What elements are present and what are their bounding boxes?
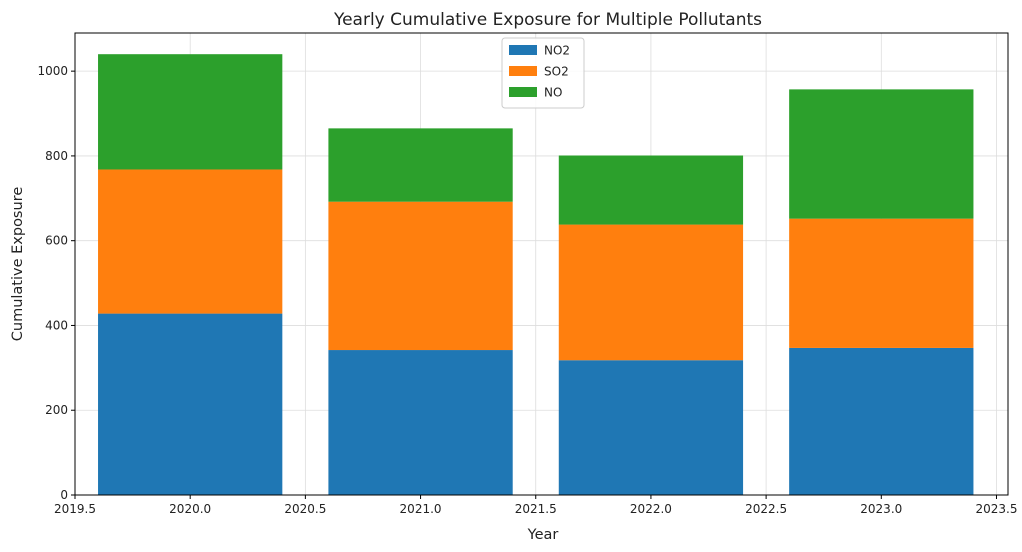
bar-no2-2021 (328, 350, 513, 495)
x-tick-label: 2022.5 (745, 502, 787, 516)
bar-no-2023 (789, 89, 974, 219)
y-tick-label: 1000 (37, 64, 68, 78)
x-tick-label: 2020.0 (169, 502, 211, 516)
bar-no-2021 (328, 128, 513, 202)
x-tick-label: 2019.5 (54, 502, 96, 516)
x-tick-label: 2020.5 (284, 502, 326, 516)
x-axis: 2019.5 2020.0 2020.5 2021.0 2021.5 2022.0 2022… (54, 495, 1017, 516)
x-axis-title: Year (527, 527, 559, 543)
bar-no2-2020 (98, 313, 283, 495)
bars (98, 54, 974, 495)
x-tick-label: 2021.0 (400, 502, 442, 516)
bar-no2-2022 (558, 360, 744, 495)
y-axis: 0 200 400 600 800 1000 (37, 64, 75, 502)
bar-no-2020 (98, 54, 283, 170)
y-tick-label: 800 (45, 149, 68, 163)
y-tick-label: 400 (45, 318, 68, 332)
bar-no-2022 (558, 155, 744, 225)
x-tick-label: 2021.5 (515, 502, 557, 516)
x-tick-label: 2022.0 (630, 502, 672, 516)
bar-so2-2020 (98, 169, 283, 314)
y-axis-title: Cumulative Exposure (10, 187, 26, 342)
legend-label-no2: NO2 (544, 44, 570, 58)
y-tick-label: 600 (45, 234, 68, 248)
y-tick-label: 200 (45, 403, 68, 417)
bar-so2-2021 (328, 201, 513, 351)
y-tick-label: 0 (60, 488, 68, 502)
x-tick-label: 2023.5 (975, 502, 1017, 516)
legend-swatch-no (509, 87, 537, 97)
bar-so2-2022 (558, 224, 744, 361)
legend-swatch-so2 (509, 66, 537, 76)
legend: NO2 SO2 NO (501, 37, 585, 109)
legend-swatch-no2 (509, 45, 537, 55)
x-tick-label: 2023.0 (860, 502, 902, 516)
plot-frame (74, 32, 1009, 496)
bar-so2-2023 (789, 218, 974, 348)
legend-label-so2: SO2 (544, 65, 569, 79)
chart-title: Yearly Cumulative Exposure for Multiple … (333, 10, 762, 30)
legend-label-no: NO (544, 86, 562, 100)
bar-no2-2023 (789, 347, 974, 495)
